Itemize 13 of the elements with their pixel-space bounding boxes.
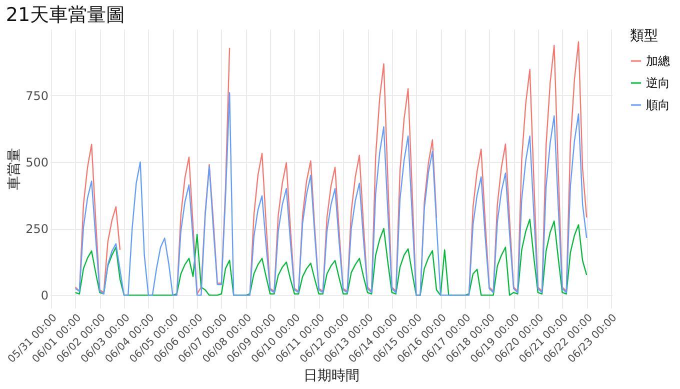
line-series: [74, 218, 588, 296]
y-tick-label: 500: [26, 155, 48, 170]
legend-title: 類型: [630, 28, 658, 44]
y-tick-label: 0: [40, 288, 48, 303]
y-tick-label: 750: [26, 88, 48, 103]
legend-label: 順向: [646, 98, 670, 112]
x-axis-title: 日期時間: [304, 368, 360, 384]
chart-title: 21天車當量圖: [6, 4, 126, 26]
line-series: [74, 92, 588, 296]
y-tick-label: 250: [26, 222, 48, 236]
y-axis-title: 車當量: [6, 148, 23, 190]
legend-label: 加總: [646, 54, 670, 68]
legend-label: 逆向: [646, 76, 670, 90]
